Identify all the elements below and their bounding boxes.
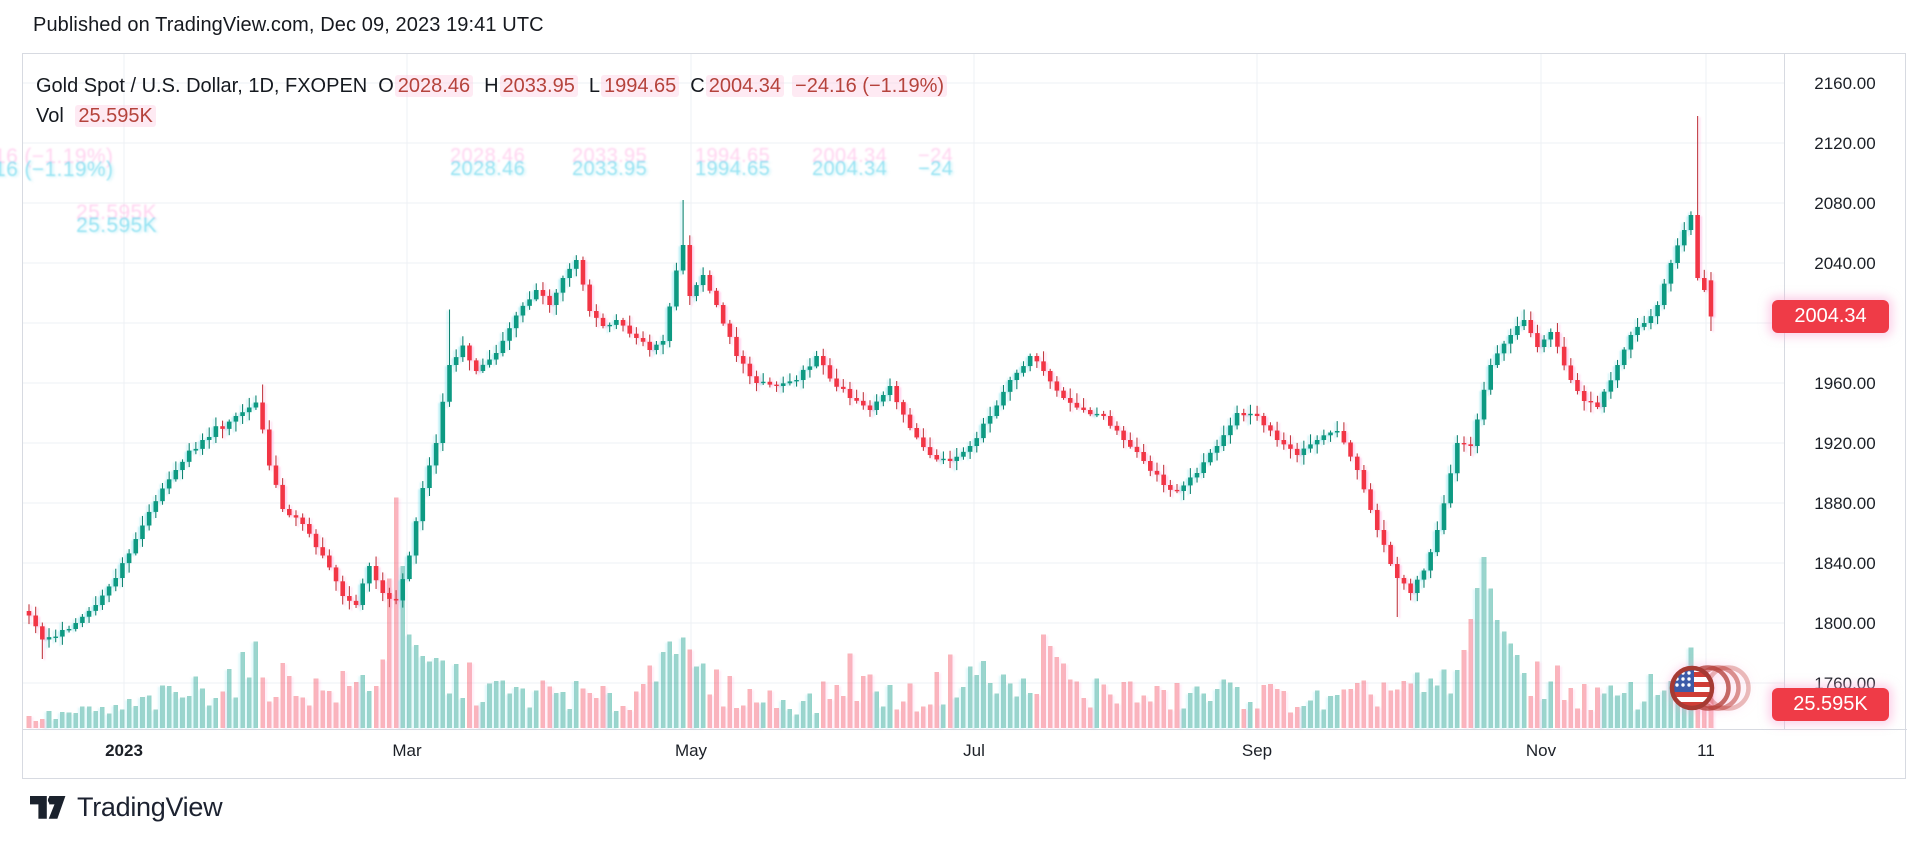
price-tick: 1880.00: [1814, 494, 1876, 513]
price-axis-separator: [1784, 54, 1785, 729]
low-label: L: [588, 75, 600, 97]
price-tick: 2160.00: [1814, 74, 1876, 93]
price-tick: 1960.00: [1814, 374, 1876, 393]
low-value: 1994.65: [600, 75, 680, 97]
close-label: C: [690, 75, 705, 97]
price-tick: 2080.00: [1814, 194, 1876, 213]
published-line: Published on TradingView.com, Dec 09, 20…: [33, 14, 544, 36]
volume-marker: 25.595K: [1772, 688, 1889, 721]
time-axis-separator: [23, 729, 1907, 730]
price-tick: 1920.00: [1814, 434, 1876, 453]
chart-card: 2160.00 2120.00 2080.00 2040.00 1960.00 …: [22, 53, 1907, 780]
legend-line-volume: Vol 25.595K: [36, 101, 947, 131]
symbol-title[interactable]: Gold Spot / U.S. Dollar, 1D, FXOPEN: [36, 75, 368, 97]
legend-line-ohlc: Gold Spot / U.S. Dollar, 1D, FXOPEN O 2028…: [36, 71, 948, 101]
time-tick: Sep: [1241, 741, 1273, 760]
time-tick: Mar: [392, 741, 422, 760]
time-tick: Jul: [963, 741, 985, 760]
change-value: −24.16 (−1.19%): [792, 75, 948, 97]
open-value: 2028.46: [394, 75, 474, 97]
tradingview-mark-icon: [30, 795, 66, 819]
price-tick: 2040.00: [1814, 254, 1876, 273]
volume-label: Vol: [36, 105, 64, 127]
high-value: 2033.95: [499, 75, 578, 97]
tradingview-logo-text: TradingView: [77, 792, 223, 822]
open-label: O: [378, 75, 394, 97]
time-tick: Nov: [1525, 741, 1557, 760]
price-tick: 1840.00: [1814, 554, 1876, 573]
volume-marker-text: 25.595K: [1793, 693, 1868, 715]
volume-value: 25.595K: [75, 105, 156, 127]
price-tick: 2120.00: [1814, 134, 1876, 153]
time-tick: 11: [1697, 741, 1715, 760]
high-label: H: [484, 75, 499, 97]
close-value: 2004.34: [705, 75, 785, 97]
price-tick: 1800.00: [1814, 614, 1876, 633]
time-tick-year: 2023: [105, 741, 143, 760]
candlestick-chart[interactable]: [23, 54, 1907, 780]
time-tick: May: [674, 741, 708, 760]
chart-legend: Gold Spot / U.S. Dollar, 1D, FXOPEN O 2028…: [36, 71, 948, 131]
us-flag-circle-icon: [1669, 665, 1751, 711]
price-tick: 1760.00: [1814, 674, 1876, 693]
tradingview-logo[interactable]: TradingView: [30, 792, 223, 823]
last-price-marker: 2004.34: [1772, 300, 1889, 333]
last-price-text: 2004.34: [1794, 305, 1867, 327]
